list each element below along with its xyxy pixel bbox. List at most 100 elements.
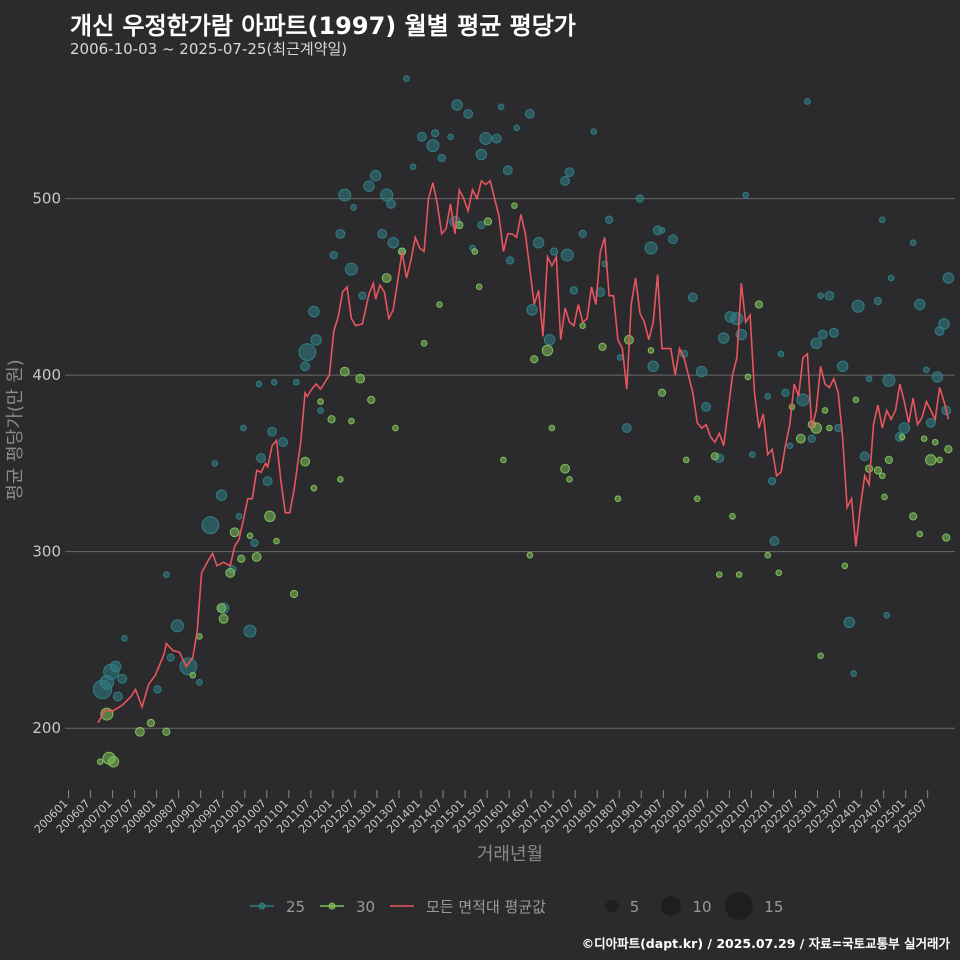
series-25-point [781, 388, 790, 397]
series-30-point [916, 530, 924, 538]
series-30-point [420, 340, 428, 347]
series-25-point [749, 451, 756, 458]
series-25-point [170, 619, 184, 633]
series-25-point [942, 272, 955, 284]
series-25-point [804, 98, 811, 105]
series-25-point [475, 148, 488, 161]
series-30-point [189, 671, 197, 679]
series-25-point [477, 220, 486, 230]
series-25-point [882, 373, 896, 387]
series-25-point [201, 516, 220, 535]
line-layer [97, 179, 950, 724]
series-25-point [851, 299, 865, 313]
series-25-point [166, 653, 175, 662]
series-25-point [121, 634, 128, 642]
series-25-point [883, 611, 891, 619]
legend-size-10-circle [661, 896, 681, 916]
series-25-point [505, 256, 515, 265]
series-25-point [543, 334, 556, 346]
series-25-point [796, 393, 810, 407]
series-25-point [416, 131, 427, 142]
series-25-point [256, 453, 266, 463]
series-25-point [817, 292, 824, 299]
series-25-point [590, 128, 598, 135]
series-30-point [826, 424, 833, 432]
series-30-point [273, 537, 280, 545]
series-30-point [348, 417, 355, 425]
series-25-point [526, 304, 538, 316]
series-30-point [392, 424, 399, 432]
series-25-point [293, 378, 300, 386]
series-25-point [668, 234, 678, 245]
series-25-point [308, 305, 320, 318]
series-25-point [479, 132, 493, 146]
series-25-point [463, 108, 474, 119]
series-25-point [270, 378, 278, 386]
series-30-point [566, 475, 573, 483]
series-25-point [112, 691, 123, 702]
series-25-point [502, 165, 513, 176]
series-25-point [363, 180, 375, 192]
series-25-point [387, 237, 399, 249]
series-30-point [526, 551, 534, 559]
grid-layer [65, 198, 955, 729]
series-30-point [657, 388, 667, 397]
series-25-point [117, 673, 128, 684]
series-25-point [109, 660, 122, 673]
series-30-point [693, 495, 701, 503]
series-25-point [491, 133, 502, 144]
y-tick-label: 500 [32, 190, 61, 208]
series-30-point [96, 758, 104, 766]
series-25-point [595, 287, 606, 298]
series-30-point [754, 300, 764, 309]
legend-size-5-circle [605, 899, 619, 913]
series-30-point [821, 407, 829, 414]
series-25-point [513, 124, 520, 132]
series-30-point [715, 571, 723, 578]
series-30-point [511, 202, 518, 209]
series-25-point [887, 274, 895, 282]
series-25-point [644, 241, 658, 255]
credit-line: ©디아파트(dapt.kr) / 2025.07.29 / 자료=국토교통부 실… [581, 936, 950, 951]
series-25-point [386, 198, 396, 209]
series-30-point [795, 433, 806, 444]
average-line [97, 179, 950, 724]
series-30-point [237, 554, 246, 563]
series-25-point [560, 248, 574, 262]
series-25-point [786, 442, 794, 450]
chart-subtitle: 2006-10-03 ~ 2025-07-25(최근계약일) [70, 40, 348, 58]
series-25-point [211, 460, 219, 467]
series-25-point [807, 434, 816, 443]
series-25-point [836, 360, 849, 372]
y-axis-title: 평균 평당가(만 원) [5, 359, 26, 500]
series-25-point [769, 536, 780, 546]
series-30-point [251, 552, 262, 562]
series-30-point [764, 551, 772, 559]
series-25-point [215, 489, 228, 501]
series-30-point [579, 322, 586, 329]
series-30-point [264, 510, 276, 523]
series-30-point [339, 366, 350, 377]
legend-size-label: 15 [764, 898, 783, 916]
series-25-point [824, 290, 835, 301]
series-25-point [923, 366, 930, 374]
series-30-point [881, 493, 888, 501]
x-axis-title: 거래년월 [477, 844, 543, 865]
series-25-point [338, 188, 352, 202]
series-30-point [560, 463, 570, 474]
series-25-point [658, 227, 666, 234]
series-25-point [403, 75, 410, 82]
series-25-point [255, 380, 263, 388]
series-30-point [216, 603, 227, 614]
series-25-point [810, 337, 822, 350]
series-25-point [377, 228, 388, 239]
series-25-point [317, 407, 324, 414]
series-30-point [548, 424, 556, 432]
series-30-point [710, 452, 719, 461]
series-25-point [843, 616, 855, 628]
series-30-point [884, 455, 894, 464]
series-25-point [879, 216, 886, 224]
series-25-point [298, 343, 317, 362]
y-tick-label: 400 [32, 366, 61, 384]
